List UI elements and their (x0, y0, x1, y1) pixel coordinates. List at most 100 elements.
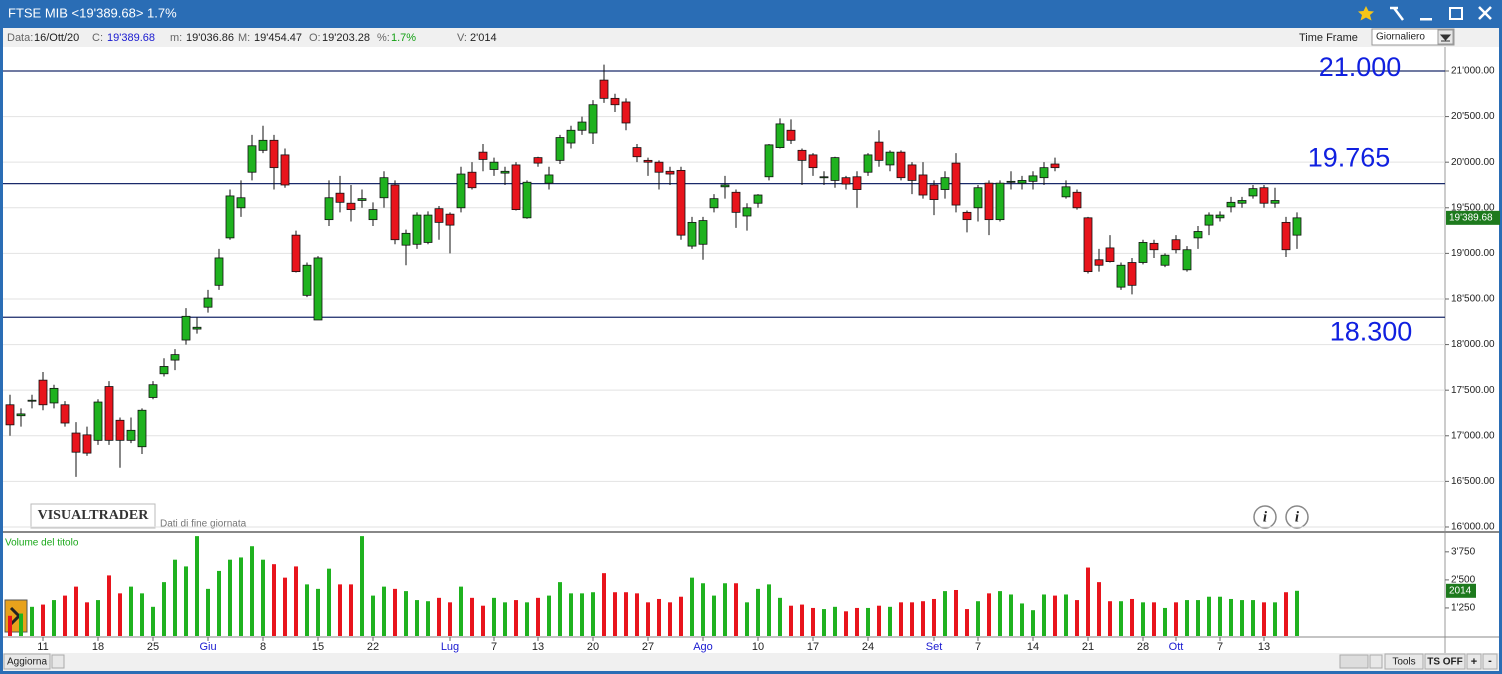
candle-body (1248, 188, 1258, 197)
y-tick-label: 3'750 (1451, 546, 1476, 557)
refresh-button[interactable] (3, 653, 51, 670)
volume-bar (294, 566, 298, 636)
ts-button[interactable] (1424, 653, 1466, 670)
info-button[interactable] (1285, 505, 1309, 529)
candle-body (1160, 254, 1170, 266)
volume-bar (1031, 610, 1035, 636)
ts-label: TS OFF (1427, 657, 1463, 668)
volume-bar (382, 586, 386, 636)
tools-label: Tools (1392, 657, 1415, 668)
volume-bar (679, 596, 683, 636)
candle-body (632, 147, 642, 158)
candle-body (357, 198, 367, 201)
x-tick-label: 20 (587, 641, 599, 653)
x-tick-label: 28 (1137, 641, 1149, 653)
candle-body (225, 195, 235, 239)
volume-bar (1218, 596, 1222, 636)
info-bar (3, 28, 1499, 47)
minimize-button[interactable] (1420, 18, 1432, 21)
volume-bar (1262, 602, 1266, 636)
volume-bar (1229, 598, 1233, 636)
candle-body (170, 354, 180, 361)
volume-bar (1152, 602, 1156, 636)
volume-bar (1130, 598, 1134, 636)
volume-bar (338, 584, 342, 636)
y-tick-label: 17'500.00 (1451, 385, 1495, 396)
candle-body (159, 366, 169, 375)
candle-body (1017, 180, 1027, 184)
candle-body (984, 182, 994, 221)
candle-body (577, 121, 587, 131)
candle-body (1006, 180, 1016, 183)
scroll-right[interactable] (1369, 654, 1383, 669)
tools-button[interactable] (1384, 653, 1424, 670)
candle-body (1050, 163, 1060, 169)
candle-body (445, 213, 455, 226)
volume-bar (1097, 582, 1101, 636)
candle-body (1149, 242, 1159, 251)
tool-icon[interactable] (1390, 6, 1404, 21)
candle-body (588, 104, 598, 134)
candle-body (1105, 247, 1115, 262)
candle-body (148, 384, 158, 398)
candle-body (1138, 242, 1148, 263)
candle-body (511, 164, 521, 211)
candle-body (390, 184, 400, 241)
volume-bar (811, 607, 815, 636)
volume-bar (833, 606, 837, 636)
zoom-out-button[interactable] (1482, 653, 1498, 670)
favorite-icon[interactable] (1358, 6, 1374, 21)
volume-bar (1042, 594, 1046, 636)
zoom-in-button[interactable] (1466, 653, 1482, 670)
info-label: Data: (7, 32, 33, 44)
volume-bar (1119, 601, 1123, 636)
candle-body (1072, 191, 1082, 209)
volume-bar (932, 598, 936, 636)
candle-body (753, 194, 763, 204)
y-tick-label: 18'500.00 (1451, 294, 1495, 305)
candle-body (786, 129, 796, 141)
chart-area (3, 47, 1499, 653)
volume-bar (1053, 595, 1057, 636)
volume-bar (734, 583, 738, 636)
volume-bar (844, 611, 848, 636)
volume-bar (1163, 607, 1167, 636)
maximize-button[interactable] (1449, 7, 1463, 20)
logo-box (30, 503, 156, 529)
volume-bar (327, 568, 331, 636)
volume-bar (140, 593, 144, 636)
level-label: 19.765 (1308, 143, 1391, 173)
last-volume-label: 2014 (1449, 585, 1472, 596)
volume-bar (448, 602, 452, 636)
candle-body (1028, 175, 1038, 182)
scroll-thumb[interactable] (1339, 654, 1369, 669)
candle-body (742, 207, 752, 217)
y-tick-label: 21'000.00 (1451, 66, 1495, 77)
candle-body (423, 214, 433, 243)
candle-body (1039, 167, 1049, 179)
volume-bar (360, 536, 364, 636)
volume-bar (404, 591, 408, 636)
close-button[interactable] (1478, 6, 1492, 20)
volume-title: Volume del titolo (5, 538, 79, 549)
time-frame-label: Time Frame (1299, 32, 1358, 44)
volume-bar (426, 601, 430, 636)
time-frame-select[interactable] (1371, 28, 1455, 46)
y-tick-label: 20'000.00 (1451, 157, 1495, 168)
x-tick-label: 13 (1258, 641, 1270, 653)
y-tick-label: 18'000.00 (1451, 339, 1495, 350)
scroll-left[interactable] (51, 654, 65, 669)
candle-body (126, 429, 136, 441)
volume-bar (745, 602, 749, 636)
volume-bar (800, 604, 804, 636)
volume-bar (250, 546, 254, 636)
volume-bar (206, 588, 210, 636)
volume-bar (1284, 592, 1288, 636)
x-tick-label: 7 (975, 641, 981, 653)
candle-body (335, 192, 345, 203)
x-tick-label: 15 (312, 641, 324, 653)
y-tick-label: 16'500.00 (1451, 476, 1495, 487)
x-tick-label: 13 (532, 641, 544, 653)
info-button[interactable] (1253, 505, 1277, 529)
volume-bar (1295, 590, 1299, 636)
